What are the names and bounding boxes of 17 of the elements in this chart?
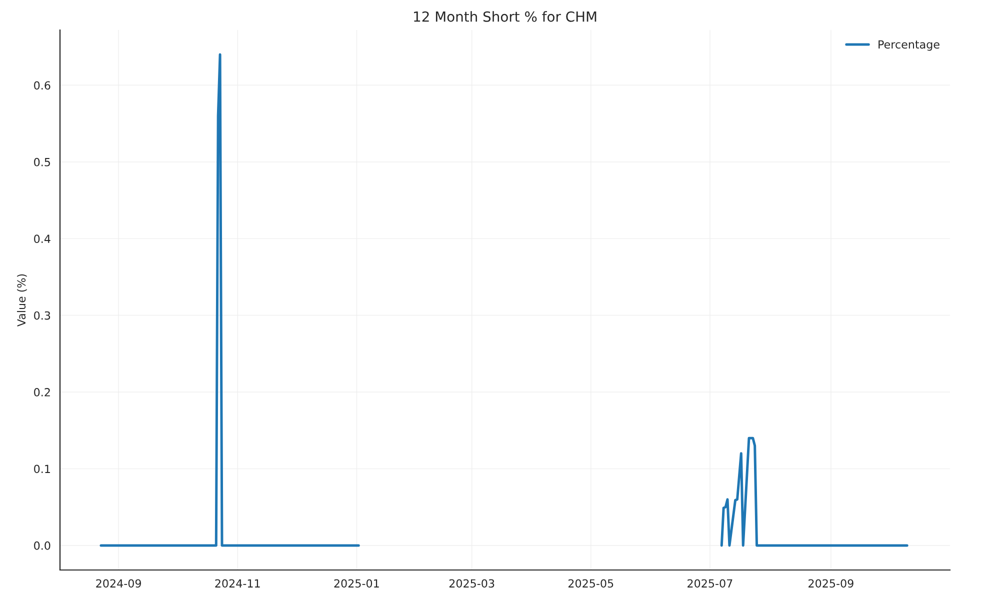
legend-label: Percentage	[878, 40, 940, 51]
y-tick-label: 0.1	[34, 464, 50, 474]
y-tick-label: 0.4	[34, 234, 50, 244]
y-tick-label: 0.5	[34, 158, 50, 166]
x-tick-label: 2025-07	[688, 579, 732, 588]
y-axis-title: Value (%)	[16, 274, 27, 327]
x-tick-label: 2025-01	[334, 579, 379, 588]
y-tick-label: 0.2	[34, 388, 50, 396]
chart-title: 12 Month Short % for CHM	[414, 11, 596, 22]
y-tick-label: 0.3	[34, 311, 50, 320]
x-tick-label: 2025-05	[568, 579, 614, 588]
x-tick-label: 2024-09	[96, 579, 141, 588]
y-tick-label: 0.6	[34, 81, 50, 90]
x-tick-label: 2024-11	[215, 579, 260, 588]
y-tick-label: 0.0	[34, 541, 50, 550]
x-tick-label: 2025-09	[808, 579, 854, 588]
x-tick-label: 2025-03	[449, 579, 494, 588]
